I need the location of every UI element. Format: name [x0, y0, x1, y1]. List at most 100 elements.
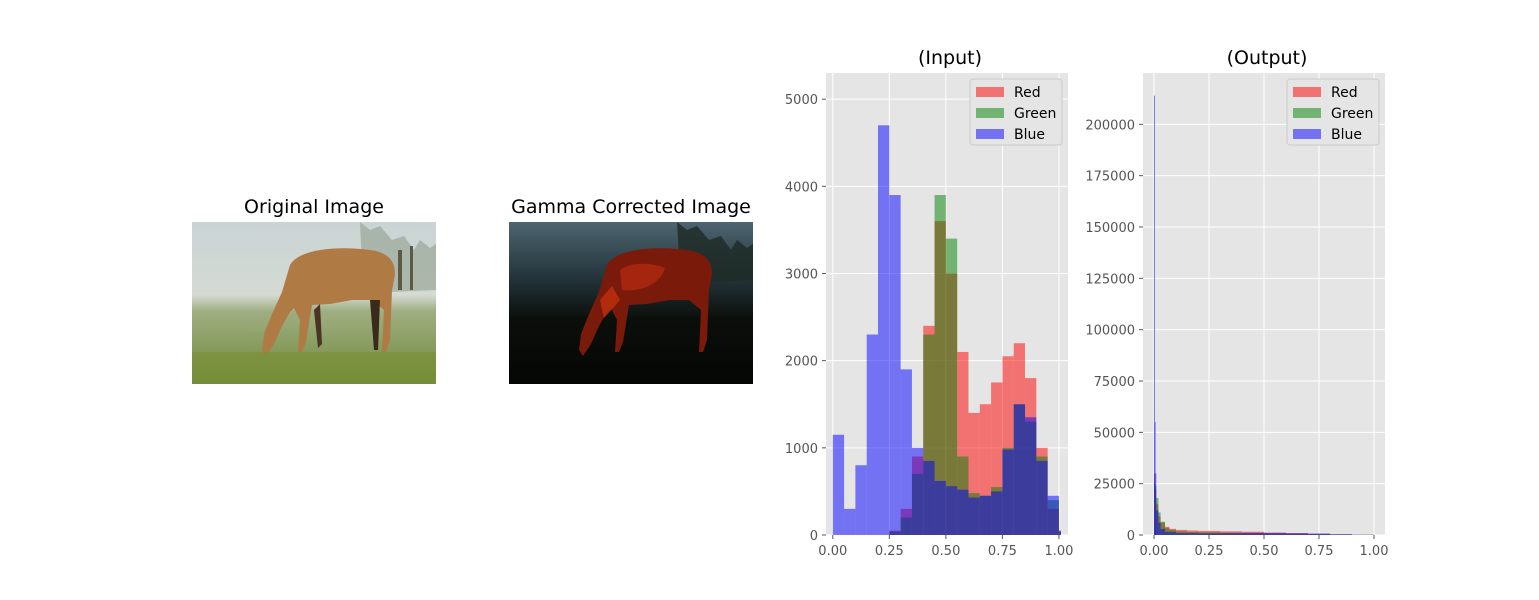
input-red-bar [1002, 356, 1014, 535]
input-ytick-label: 5000 [785, 93, 818, 108]
input-red-bar [991, 382, 1003, 535]
output-ytick-label: 50000 [1094, 426, 1135, 441]
input-blue-bar [991, 491, 1003, 535]
input-blue-bar [855, 465, 867, 535]
output-blue-bar [1165, 531, 1176, 535]
input-blue-bar [957, 489, 969, 535]
output-histogram-chart: 0.00 0.25 0.50 0.75 1.00 0 25000 50000 75000 100… [1085, 47, 1388, 559]
output-ytick-label: 200000 [1085, 118, 1135, 133]
input-blue-bar [878, 125, 890, 536]
input-series-blue [832, 125, 1061, 536]
input-histogram-chart: 0.00 0.25 0.50 0.75 1.00 0 1000 2000 3000 4000 50… [785, 47, 1074, 559]
output-xtick-label: 0.25 [1195, 544, 1224, 559]
output-y-ticks: 0 25000 50000 75000 100000 125000 150000 175000… [1085, 118, 1143, 544]
output-green-bar [1160, 521, 1165, 535]
input-xtick-label: 1.00 [1044, 544, 1073, 559]
horse-photo-dark-icon [509, 222, 753, 384]
input-legend-label-red: Red [1014, 85, 1041, 101]
input-blue-bar [979, 495, 992, 535]
input-legend-label-blue: Blue [1014, 127, 1045, 143]
gamma-image-panel: Gamma Corrected Image [509, 196, 753, 384]
input-red-bar [968, 412, 980, 535]
output-legend-swatch-green [1293, 108, 1321, 118]
input-series-layer [832, 125, 1061, 536]
input-blue-bar [968, 497, 980, 535]
output-legend-swatch-blue [1293, 129, 1321, 139]
output-blue-bar [1176, 533, 1198, 535]
input-blue-bar [844, 508, 856, 535]
output-legend-swatch-red [1293, 87, 1321, 97]
output-blue-bar [1160, 528, 1165, 535]
output-ytick-label: 25000 [1094, 478, 1135, 493]
gamma-image-title: Gamma Corrected Image [511, 196, 751, 218]
output-ytick-label: 175000 [1085, 170, 1135, 185]
output-ytick-label: 150000 [1085, 221, 1135, 236]
input-red-bar [979, 404, 992, 535]
input-ytick-label: 4000 [785, 180, 818, 195]
output-xtick-label: 0.75 [1305, 544, 1334, 559]
input-legend: Red Green Blue [969, 78, 1063, 146]
input-green-bar [923, 334, 935, 535]
input-blue-bar [1013, 404, 1026, 535]
output-legend-label-green: Green [1331, 106, 1373, 122]
input-blue-bar [1058, 531, 1061, 535]
input-blue-bar [900, 369, 912, 535]
output-blue-bar [1330, 534, 1352, 535]
output-xtick-label: 0.50 [1250, 544, 1279, 559]
output-legend: Red Green Blue [1286, 78, 1380, 146]
input-ytick-label: 3000 [785, 267, 818, 282]
input-x-ticks: 0.00 0.25 0.50 0.75 1.00 [818, 535, 1073, 559]
output-legend-label-blue: Blue [1331, 127, 1362, 143]
input-blue-bar [911, 447, 924, 535]
input-blue-bar [1002, 449, 1014, 535]
input-blue-bar [1025, 417, 1037, 535]
input-blue-bar [934, 480, 946, 535]
output-blue-bar [1158, 522, 1161, 535]
input-y-ticks: 0 1000 2000 3000 4000 5000 [785, 93, 826, 544]
output-blue-bar [1264, 532, 1286, 535]
output-legend-label-red: Red [1331, 85, 1358, 101]
input-legend-label-green: Green [1014, 106, 1056, 122]
input-legend-swatch-red [976, 87, 1004, 97]
output-blue-bar [1154, 95, 1155, 535]
output-xtick-label: 1.00 [1360, 544, 1389, 559]
output-chart-title: (Output) [1227, 47, 1308, 69]
input-xtick-label: 0.25 [875, 544, 904, 559]
output-series-layer [1154, 95, 1374, 535]
input-blue-bar [889, 195, 901, 536]
input-blue-bar [945, 486, 958, 535]
horse-photo-icon [192, 222, 436, 384]
output-blue-bar [1156, 510, 1159, 535]
input-xtick-label: 0.50 [931, 544, 960, 559]
input-xtick-label: 0.75 [988, 544, 1017, 559]
input-blue-bar [1047, 495, 1059, 535]
input-chart-title: (Input) [918, 47, 982, 69]
input-red-bar [957, 351, 969, 535]
input-ytick-label: 2000 [785, 355, 818, 370]
output-series-blue [1154, 95, 1374, 535]
input-blue-bar [866, 334, 879, 535]
input-ytick-label: 1000 [785, 442, 818, 457]
input-green-bar [934, 195, 946, 536]
output-ytick-label: 100000 [1085, 324, 1135, 339]
input-xtick-label: 0.00 [818, 544, 847, 559]
output-ytick-label: 75000 [1094, 375, 1135, 390]
output-blue-bar [1198, 533, 1220, 535]
output-ytick-label: 125000 [1085, 272, 1135, 287]
output-blue-bar [1220, 533, 1242, 535]
output-xtick-label: 0.00 [1140, 544, 1169, 559]
input-blue-bar [1036, 460, 1048, 535]
input-legend-swatch-green [976, 108, 1004, 118]
output-ytick-label: 0 [1127, 529, 1135, 544]
output-blue-bar [1308, 533, 1330, 535]
output-blue-bar [1154, 422, 1156, 535]
input-legend-swatch-blue [976, 129, 1004, 139]
output-blue-bar [1286, 533, 1308, 535]
output-green-bar [1165, 527, 1170, 535]
original-image-panel: Original Image [192, 196, 436, 384]
input-ytick-label: 0 [810, 529, 818, 544]
original-image-title: Original Image [244, 196, 384, 218]
output-x-ticks: 0.00 0.25 0.50 0.75 1.00 [1140, 535, 1389, 559]
output-blue-bar [1242, 532, 1264, 535]
